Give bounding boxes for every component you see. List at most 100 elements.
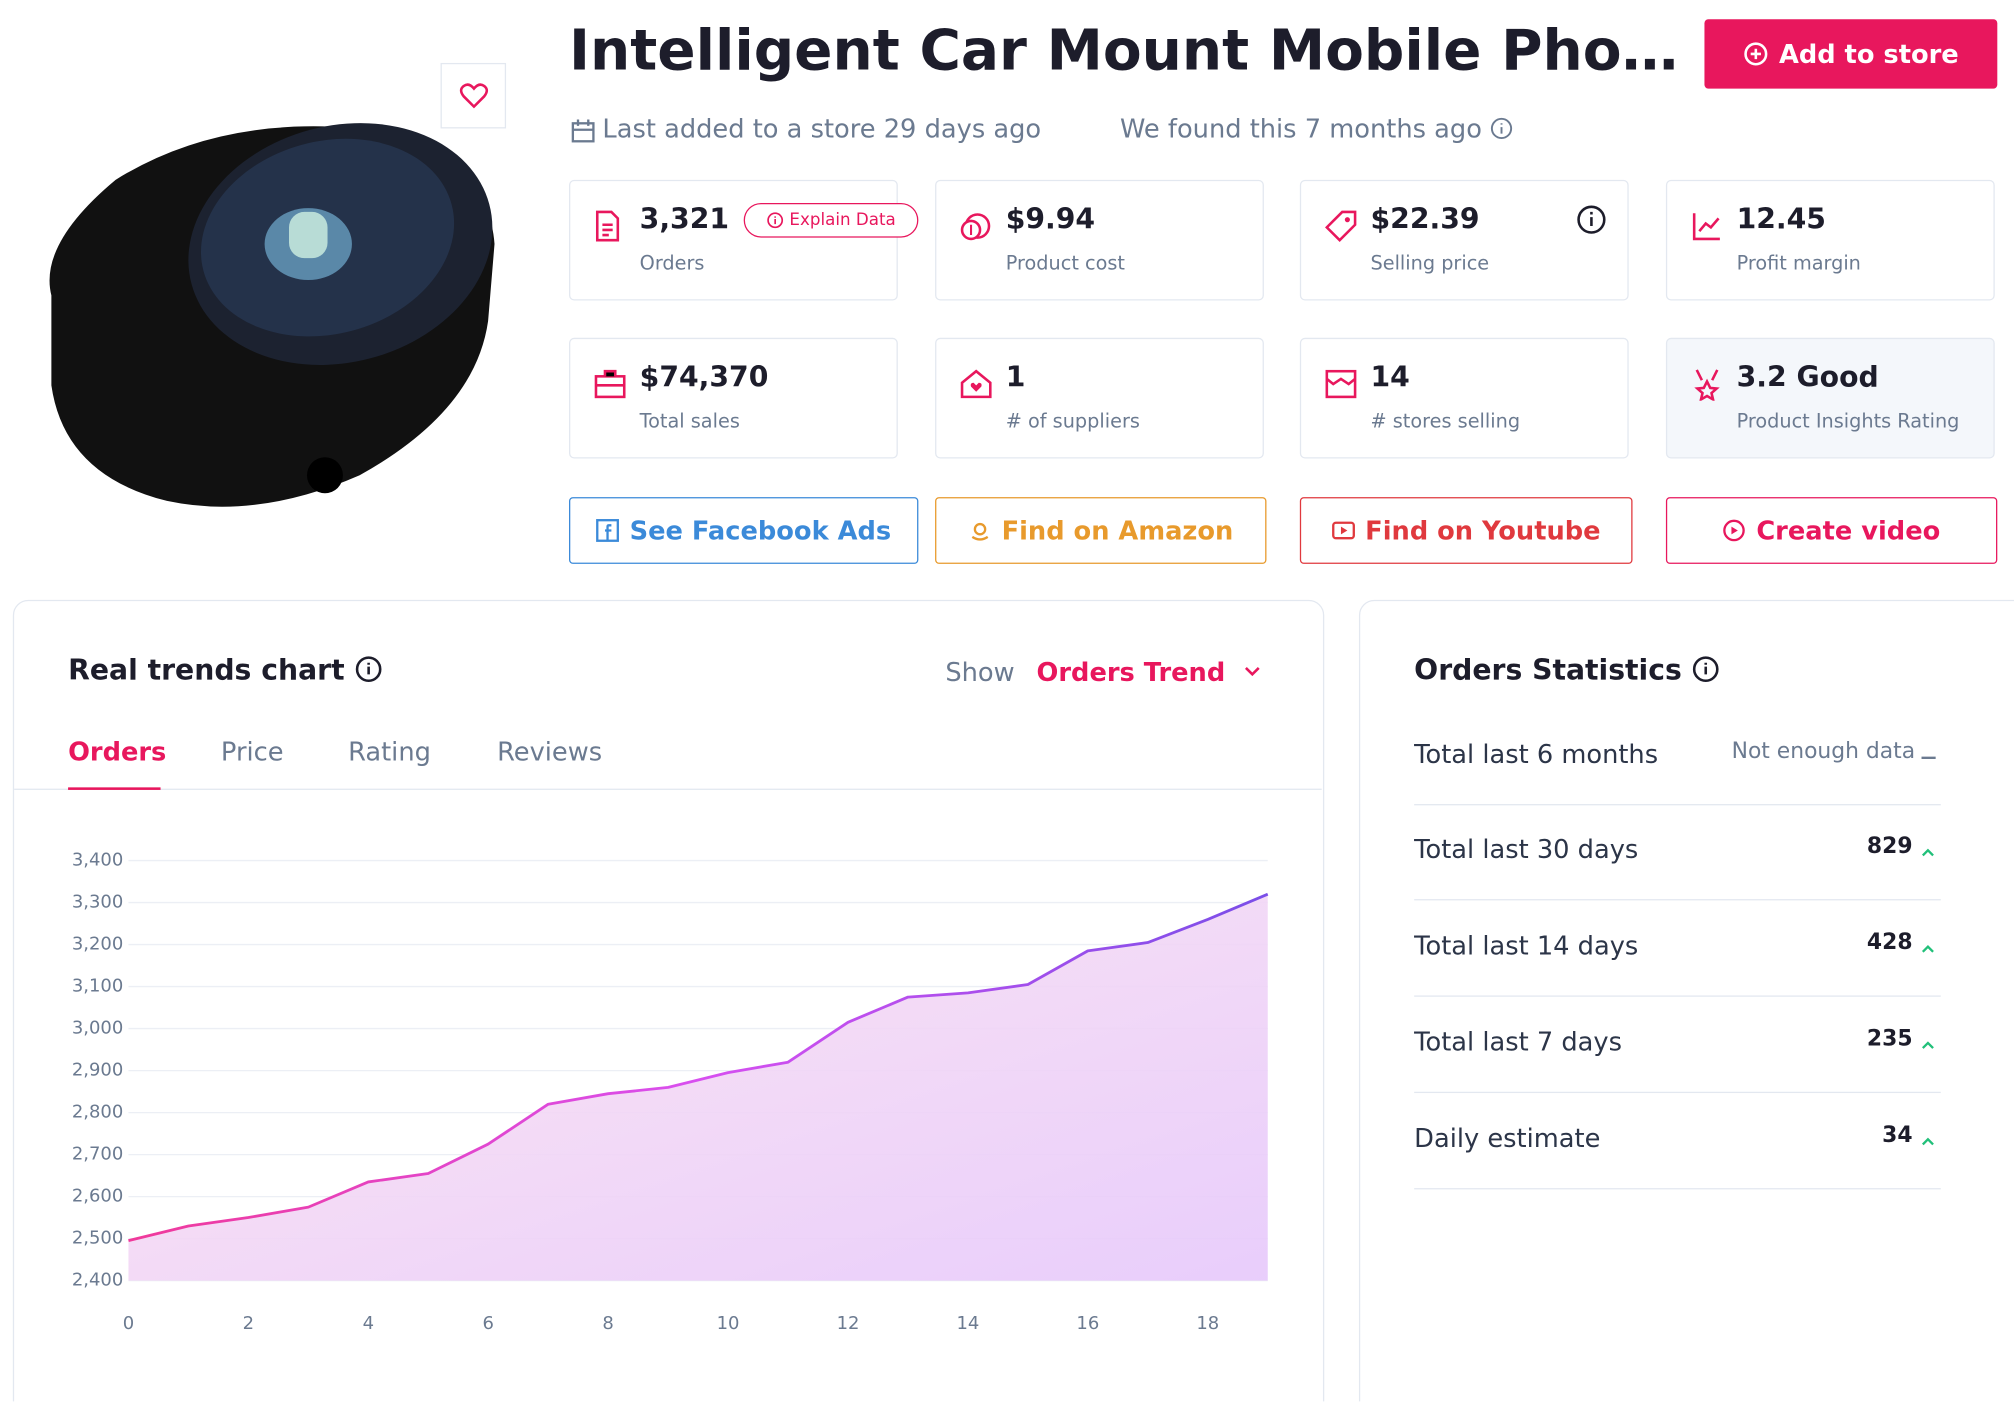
metric-value: $9.94 [1005,204,1096,237]
y-tick-label: 3,200 [72,934,123,955]
metric-value: 12.45 [1736,204,1826,237]
amazon-button[interactable]: Find on Amazon [935,497,1267,564]
stat-value: 829 [1866,833,1913,860]
y-tick-label: 2,600 [72,1186,123,1207]
stat-value: 428 [1866,929,1913,956]
metric-card: 3.2 Good Product Insights Rating [1665,337,1995,459]
metric-value: $22.39 [1370,204,1480,237]
line [128,892,1269,1243]
stat-value: 235 [1866,1026,1913,1052]
trend-up-icon [1921,1137,1934,1146]
stat-label: Total last 7 days [1414,1026,1622,1058]
metric-value: 3.2 Good [1736,362,1879,395]
stat-row: Total last 6 months Not enough data [1414,738,1941,770]
metric-card: $22.39 Selling price [1299,179,1629,301]
y-tick-label: 2,800 [72,1102,123,1123]
metric-label: # stores selling [1370,409,1521,433]
metric-card: 14 # stores selling [1299,337,1629,459]
tab[interactable]: Reviews [497,735,603,767]
stat-label: Total last 30 days [1414,833,1639,865]
info-icon[interactable] [1576,204,1607,235]
trend-selector[interactable]: Orders Trend [1037,656,1263,687]
create-video-button[interactable]: Create video [1665,497,1998,564]
trend-up-icon [1921,1041,1934,1049]
add-to-store-button[interactable]: Add to store [1704,19,1998,89]
metric-label: Selling price [1370,251,1490,275]
favorite-button[interactable] [440,62,507,129]
button-label: Find on Amazon [1001,515,1234,546]
x-tick-label: 14 [956,1313,979,1334]
metric-card: 1 # of suppliers [935,337,1264,459]
area [128,894,1268,1281]
x-tick-label: 6 [483,1313,494,1334]
stat-value: Not enough data [1731,738,1916,765]
stat-row: Total last 7 days 235 [1414,1026,1941,1057]
trend-up-icon [1921,944,1934,953]
metric-value: 3,321 [639,204,730,237]
stat-row: Daily estimate 34 [1414,1122,1941,1154]
y-tick-label: 2,500 [72,1228,123,1249]
tab-divider [14,788,1322,790]
y-tick-label: 2,400 [72,1270,123,1291]
metric-card: 3,321 Orders Explain Data [569,179,919,301]
button-label: Find on Youtube [1365,515,1601,546]
statistics-title-text: Orders Statistics [1414,655,1682,688]
y-tick-label: 3,000 [72,1018,123,1039]
y-tick-label: 3,300 [72,892,123,913]
stat-row: Total last 14 days 428 [1414,930,1941,961]
product-title: Intelligent Car Mount Mobile Pho… [569,17,1679,84]
stat-value: 34 [1882,1122,1913,1149]
tab[interactable]: Orders [68,735,167,767]
x-tick-label: 8 [602,1313,613,1334]
dash-icon [1921,756,1936,759]
metric-value: 14 [1370,362,1410,395]
y-tick-label: 3,100 [72,976,123,997]
x-tick-label: 0 [123,1313,134,1334]
trends-title: Real trends chart [68,655,383,687]
stat-label: Total last 14 days [1414,929,1639,961]
button-label: Explain Data [789,210,896,230]
metric-card: $9.94 Product cost [935,179,1264,301]
x-tick-label: 10 [717,1313,740,1334]
trend-selector-value: Orders Trend [1036,656,1226,688]
tab[interactable]: Rating [348,735,431,767]
facebook-ads-button[interactable]: See Facebook Ads [569,497,919,564]
metric-label: Orders [639,251,705,275]
explain-data-button[interactable]: Explain Data [743,202,919,238]
metric-label: Profit margin [1736,251,1861,275]
stat-divider [1414,899,1941,901]
metric-label: Product Insights Rating [1736,409,1960,433]
metric-label: # of suppliers [1005,409,1140,433]
y-tick-label: 3,400 [72,850,123,871]
statistics-title: Orders Statistics [1414,655,1720,687]
x-tick-label: 12 [837,1313,860,1334]
calendar-icon [571,119,595,143]
found-date: We found this 7 months ago [1120,113,1513,144]
product-image [49,123,495,507]
show-label: Show [945,656,1015,688]
stat-label: Total last 6 months [1414,738,1659,770]
metric-card: $74,370 Total sales [569,337,898,459]
button-label: Create video [1756,515,1941,546]
metric-label: Product cost [1005,251,1125,275]
y-tick-label: 2,700 [72,1144,123,1165]
x-tick-label: 4 [363,1313,374,1334]
stat-divider [1414,1091,1941,1094]
metric-value: 1 [1005,362,1026,395]
x-tick-label: 2 [243,1313,254,1334]
found-text: We found this 7 months ago [1120,113,1482,144]
statistics-panel [1358,599,2014,1402]
stat-divider [1414,1188,1941,1190]
trend-up-icon [1921,848,1934,857]
metric-value: $74,370 [639,362,769,395]
youtube-button[interactable]: Find on Youtube [1299,497,1633,564]
y-tick-label: 2,900 [72,1060,123,1081]
trends-title-text: Real trends chart [68,655,345,688]
tab[interactable]: Price [220,735,284,767]
x-tick-label: 16 [1076,1313,1099,1334]
button-label: See Facebook Ads [629,515,892,546]
stat-label: Daily estimate [1414,1122,1601,1154]
active-tab-indicator [68,787,161,790]
last-added: Last added to a store 29 days ago [602,113,1042,144]
stat-row: Total last 30 days 829 [1414,833,1941,865]
